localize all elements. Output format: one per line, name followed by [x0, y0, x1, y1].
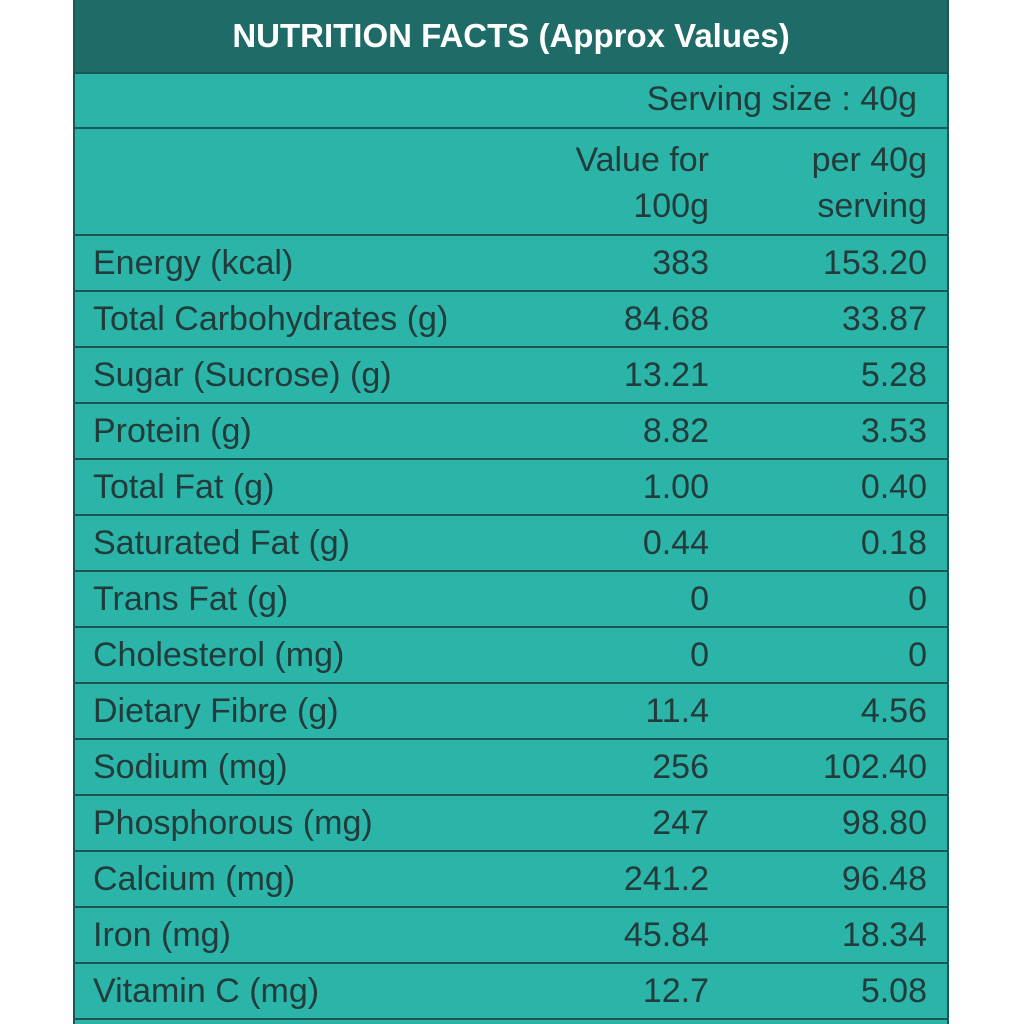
value-per-serving: 4.56 [860, 692, 927, 730]
nutrient-label: Total Fat (g) [93, 468, 275, 506]
value-per-serving: 0 [908, 580, 927, 618]
table-row: Total Carbohydrates (g) 84.68 33.87 [75, 292, 947, 348]
value-per-serving: 102.40 [823, 748, 927, 786]
value-per-serving: 0.18 [860, 524, 927, 562]
panel-title: NUTRITION FACTS (Approx Values) [75, 0, 947, 74]
nutrient-label: Calcium (mg) [93, 860, 296, 898]
value-per-serving: 0.40 [860, 468, 927, 506]
nutrition-facts-panel: NUTRITION FACTS (Approx Values) Serving … [73, 0, 949, 1024]
nutrient-label: Phosphorous (mg) [93, 804, 373, 842]
nutrient-label: Vitamin C (mg) [93, 972, 320, 1010]
table-row: Cholesterol (mg) 0 0 [75, 628, 947, 684]
table-row: Protein (g) 8.82 3.53 [75, 404, 947, 460]
value-per-100g: 241.2 [623, 860, 709, 898]
value-per-serving: 153.20 [823, 244, 927, 282]
column-header-per-serving-line1: per 40g [811, 141, 927, 179]
table-row: Iron (mg) 45.84 18.34 [75, 908, 947, 964]
table-row: Energy (kcal) 383 153.20 [75, 236, 947, 292]
value-per-100g: 84.68 [623, 300, 709, 338]
column-header-per-serving-line2: serving [817, 187, 927, 225]
nutrient-label: Total Carbohydrates (g) [93, 300, 449, 338]
value-per-100g: 383 [652, 244, 709, 282]
value-per-100g: 1.00 [642, 468, 709, 506]
value-per-100g: 0 [690, 580, 709, 618]
serving-size-text: Serving size : 40g [646, 80, 917, 118]
serving-size-row: Serving size : 40g [75, 72, 947, 129]
value-per-100g: 256 [652, 748, 709, 786]
table-row: Calcium (mg) 241.2 96.48 [75, 852, 947, 908]
value-per-100g: 11.4 [645, 692, 709, 730]
value-per-100g: 0.44 [642, 524, 709, 562]
value-per-100g: 247 [652, 804, 709, 842]
nutrient-label: Energy (kcal) [93, 244, 294, 282]
column-header-per-100g-line1: Value for [575, 141, 709, 179]
nutrient-label: Cholesterol (mg) [93, 636, 345, 674]
column-header-per-serving: per 40g serving [727, 137, 927, 229]
column-header-per-100g: Value for 100g [509, 137, 709, 229]
value-per-serving: 18.34 [841, 916, 927, 954]
value-per-100g: 12.7 [642, 972, 709, 1010]
value-per-serving: 0 [908, 636, 927, 674]
value-per-serving: 98.80 [841, 804, 927, 842]
value-per-serving: 96.48 [841, 860, 927, 898]
table-row: Total Fat (g) 1.00 0.40 [75, 460, 947, 516]
nutrient-label: Protein (g) [93, 412, 252, 450]
value-per-100g: 45.84 [623, 916, 709, 954]
table-row: Sodium (mg) 256 102.40 [75, 740, 947, 796]
value-per-serving: 5.08 [860, 972, 927, 1010]
nutrient-label: Iron (mg) [93, 916, 231, 954]
value-per-100g: 13.21 [623, 356, 709, 394]
column-header-per-100g-line2: 100g [633, 187, 709, 225]
value-per-serving: 33.87 [841, 300, 927, 338]
nutrient-label: Trans Fat (g) [93, 580, 289, 618]
table-row: Saturated Fat (g) 0.44 0.18 [75, 516, 947, 572]
value-per-serving: 3.53 [860, 412, 927, 450]
table-row: Phosphorous (mg) 247 98.80 [75, 796, 947, 852]
table-row: Vitamin C (mg) 12.7 5.08 [75, 964, 947, 1020]
table-row: Sugar (Sucrose) (g) 13.21 5.28 [75, 348, 947, 404]
value-per-serving: 5.28 [860, 356, 927, 394]
value-per-100g: 0 [690, 636, 709, 674]
column-header-row: Value for 100g per 40g serving [75, 129, 947, 236]
table-row: Dietary Fibre (g) 11.4 4.56 [75, 684, 947, 740]
value-per-100g: 8.82 [642, 412, 709, 450]
table-row: Trans Fat (g) 0 0 [75, 572, 947, 628]
nutrient-label: Saturated Fat (g) [93, 524, 351, 562]
nutrient-label: Sodium (mg) [93, 748, 288, 786]
nutrient-label: Dietary Fibre (g) [93, 692, 339, 730]
nutrient-label: Sugar (Sucrose) (g) [93, 356, 392, 394]
